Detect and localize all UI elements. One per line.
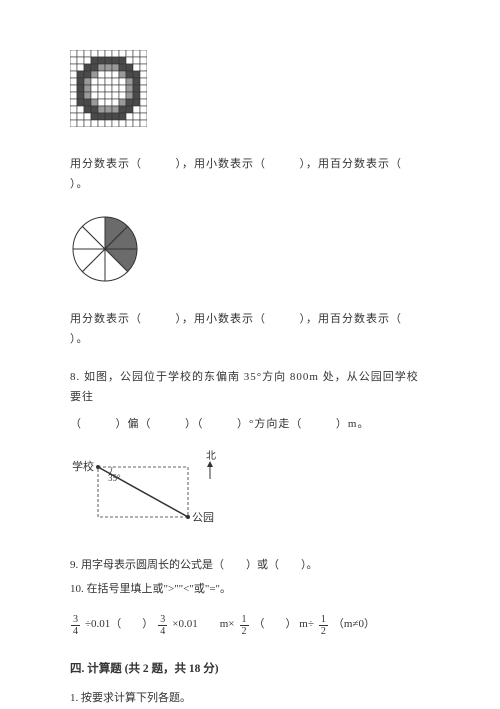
q8-d: ）°方向走（ [237, 418, 302, 430]
grid-shaded-figure [70, 50, 430, 135]
q10-op1: ÷0.01（ [85, 615, 121, 635]
direction-figure: 学校公园 北 35° [70, 449, 430, 542]
frac-num: 3 [158, 614, 167, 626]
section-4-title: 四. 计算题 (共 2 题，共 18 分) [70, 659, 430, 680]
q8-e: ）m。 [336, 418, 370, 430]
q8-a: （ [70, 418, 82, 430]
frac-den: 4 [158, 626, 167, 637]
svg-text:学校: 学校 [72, 459, 94, 473]
l1-t2: ），用小数表示（ [176, 158, 267, 170]
l2-t2: ），用小数表示（ [176, 313, 267, 325]
q8-blank3 [207, 418, 233, 430]
l1-blank2 [270, 158, 296, 170]
q8-blank4 [306, 418, 332, 430]
l1-blank3 [406, 158, 432, 170]
svg-text:北: 北 [206, 450, 216, 462]
question-9: 9. 用字母表示圆周长的公式是（ ）或（ ）。 [70, 556, 430, 576]
q10-blank2 [269, 615, 282, 635]
l2-t3: ），用百分数表示（ [300, 313, 403, 325]
question-8-line2: （ ）偏（ ）（ ）°方向走（ ）m。 [70, 415, 430, 435]
section4-title-text: 四. 计算题 (共 2 题，共 18 分) [70, 663, 219, 675]
frac-den: 2 [319, 626, 328, 637]
q10-op2: ×0.01 m× [172, 615, 234, 635]
q8-c: ）（ [185, 418, 204, 430]
fraction-1-2-a: 1 2 [240, 614, 249, 637]
section4-q1-text: 1. 按要求计算下列各题。 [70, 692, 191, 704]
fraction-decimal-percent-line-2: 用分数表示（ ），用小数表示（ ），用百分数表示（ ）。 [70, 310, 430, 350]
question-8-line1: 8. 如图，公园位于学校的东偏南 35°方向 800m 处，从公园回学校要往 [70, 368, 430, 408]
frac-den: 2 [240, 626, 249, 637]
question-10-label: 10. 在括号里填上或">""<"或"="。 [70, 580, 430, 600]
l2-blank1 [146, 313, 172, 325]
frac-num: 3 [71, 614, 80, 626]
l2-blank2 [270, 313, 296, 325]
frac-num: 1 [240, 614, 249, 626]
section4-q1: 1. 按要求计算下列各题。 [70, 689, 430, 709]
q10-gap2: （ [254, 615, 265, 635]
fraction-3-4-a: 3 4 [71, 614, 80, 637]
fraction-3-4-b: 3 4 [158, 614, 167, 637]
direction-svg: 学校公园 北 35° [70, 449, 230, 534]
svg-text:35°: 35° [108, 473, 121, 483]
q10-gap3: ） m÷ [286, 615, 314, 635]
l2-t1: 用分数表示（ [70, 313, 142, 325]
q10-blank1 [125, 615, 138, 635]
pie-shaded-figure [70, 214, 430, 292]
l1-t3: ），用百分数表示（ [300, 158, 403, 170]
frac-num: 1 [319, 614, 328, 626]
q8-blank1 [86, 418, 112, 430]
q8-b: ）偏（ [116, 418, 152, 430]
svg-text:公园: 公园 [192, 511, 214, 524]
q8-blank2 [155, 418, 181, 430]
fraction-decimal-percent-line-1: 用分数表示（ ），用小数表示（ ），用百分数表示（ ）。 [70, 155, 430, 195]
q9-text: 9. 用字母表示圆周长的公式是（ ）或（ ）。 [70, 559, 318, 571]
l1-t4: ）。 [70, 178, 89, 190]
pie-svg [70, 214, 140, 284]
l2-t4: ）。 [70, 333, 89, 345]
question-10-expression: 3 4 ÷0.01（ ） 3 4 ×0.01 m× 1 2 （ ） m÷ 1 2… [70, 614, 430, 637]
l2-blank3 [406, 313, 432, 325]
q10-label: 10. 在括号里填上或">""<"或"="。 [70, 583, 231, 595]
grid-svg [70, 50, 147, 127]
l1-blank1 [146, 158, 172, 170]
q10-tail: （m≠0） [333, 615, 375, 635]
q8-text1: 8. 如图，公园位于学校的东偏南 35°方向 800m 处，从公园回学校要往 [70, 371, 419, 403]
frac-den: 4 [71, 626, 80, 637]
q10-gap1: ） [142, 615, 153, 635]
l1-t1: 用分数表示（ [70, 158, 142, 170]
fraction-1-2-b: 1 2 [319, 614, 328, 637]
